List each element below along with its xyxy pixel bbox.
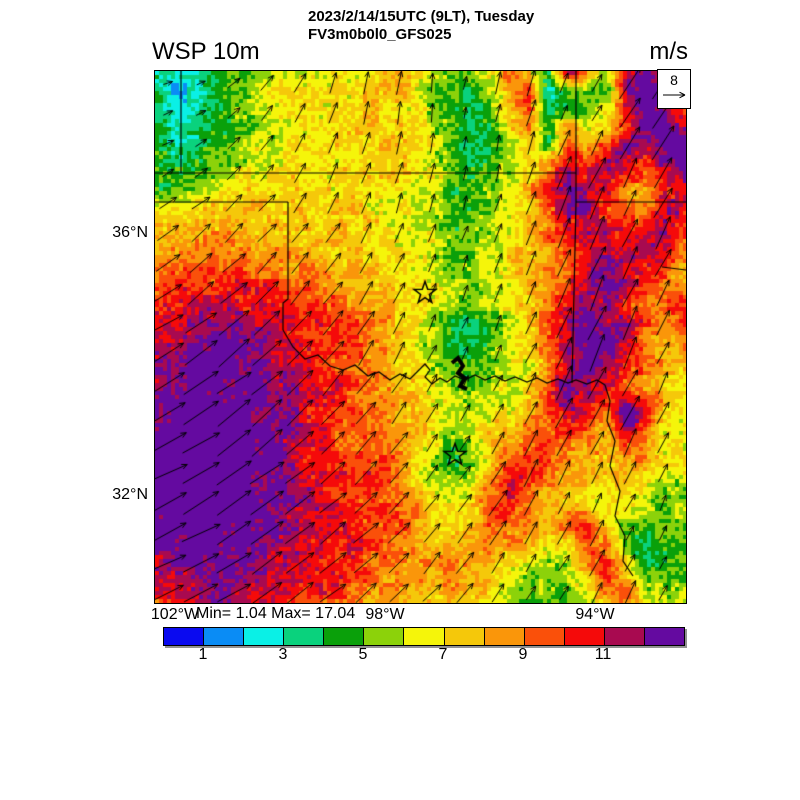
colorbar-segment <box>243 628 284 645</box>
colorbar-segment <box>443 628 484 645</box>
colorbar-segment <box>403 628 444 645</box>
wind-speed-map-canvas <box>155 71 686 603</box>
colorbar-tick-label: 11 <box>594 646 612 663</box>
minmax-stats: Min= 1.04 Max= 17.04 <box>196 605 356 622</box>
lat-tick-label: 32°N <box>112 486 148 503</box>
colorbar-segment <box>203 628 244 645</box>
reference-vector-value: 8 <box>670 72 678 88</box>
colorbar <box>163 627 685 646</box>
map-frame <box>154 70 687 604</box>
colorbar-tick-label: 1 <box>198 646 208 663</box>
colorbar-segment <box>643 628 685 645</box>
header-model-name: FV3m0b0l0_GFS025 <box>308 26 452 43</box>
header-datetime: 2023/2/14/15UTC (9LT), Tuesday <box>308 8 535 25</box>
reference-vector-box: 8 <box>657 69 691 109</box>
lon-tick-label: 94°W <box>575 606 615 623</box>
field-title: WSP 10m <box>152 38 260 65</box>
colorbar-segment <box>523 628 564 645</box>
colorbar-tick-label: 7 <box>438 646 448 663</box>
lon-tick-label: 98°W <box>365 606 405 623</box>
lat-tick-label: 36°N <box>112 224 148 241</box>
colorbar-tick-label: 3 <box>278 646 288 663</box>
reference-arrow-icon <box>663 91 686 99</box>
colorbar-segment <box>603 628 644 645</box>
colorbar-segment <box>563 628 604 645</box>
colorbar-tick-label: 5 <box>358 646 368 663</box>
lon-tick-label: 102°W <box>150 606 200 623</box>
colorbar-tick-label: 9 <box>518 646 528 663</box>
colorbar-segment <box>323 628 364 645</box>
colorbar-segment <box>363 628 404 645</box>
units-label: m/s <box>649 38 688 65</box>
colorbar-segment <box>164 628 204 645</box>
colorbar-segment <box>283 628 324 645</box>
colorbar-segment <box>483 628 524 645</box>
